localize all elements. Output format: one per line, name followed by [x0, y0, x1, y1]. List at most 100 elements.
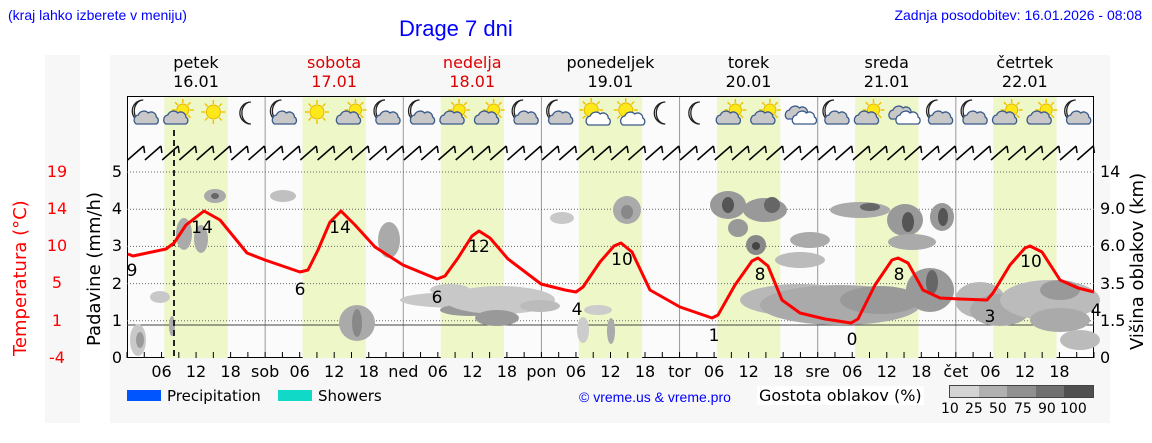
cloud-blob — [840, 286, 920, 314]
cloud-height-tick: 3.5 — [1100, 273, 1126, 293]
day-name: sreda — [864, 53, 909, 72]
precipitation-tick: 4 — [111, 199, 122, 219]
sun-cloud-icon — [163, 99, 194, 125]
cloud-density-title: Gostota oblakov (%) — [757, 386, 924, 405]
wind-barb — [714, 145, 732, 161]
wind-barb — [938, 145, 956, 161]
wind-barb — [973, 145, 991, 161]
wind-barb — [1059, 145, 1077, 161]
cloud-blob — [584, 305, 612, 315]
moon-cloud-icon — [407, 99, 436, 125]
x-tick-label: ned — [388, 362, 418, 381]
density-90-100 — [1064, 386, 1093, 397]
wind-barb — [178, 145, 196, 161]
day-label-1: sobota 17.01 — [265, 53, 403, 91]
temperature-value-label: 8 — [755, 265, 766, 285]
temperature-value-label: 4 — [572, 300, 583, 320]
cloud-height-tick: 14 — [1100, 162, 1121, 181]
wind-barb — [213, 145, 231, 161]
moon-cloud-icon — [269, 99, 298, 125]
day-date: 22.01 — [1001, 72, 1048, 91]
cloud-blob — [722, 197, 734, 213]
copyright-link[interactable]: © vreme.us & vreme.pro — [579, 389, 731, 405]
cloud-blob — [926, 270, 938, 294]
wind-barb — [351, 145, 369, 161]
cloud-blob — [1040, 280, 1080, 300]
temperature-labels: 9 14 6 14 6 12 4 10 1 8 0 8 3 10 4 — [127, 218, 1102, 350]
cloud-height-tick: 1.5 — [1100, 310, 1126, 330]
wind-barb — [386, 145, 404, 161]
day-name: sobota — [307, 53, 362, 72]
x-tick-label: 12 — [600, 362, 620, 381]
showers-legend-label: Showers — [318, 387, 382, 405]
cloud-blob — [194, 225, 208, 253]
day-name: torek — [727, 53, 770, 72]
wind-barb — [368, 145, 386, 161]
cloud-blob — [728, 219, 748, 237]
wind-barb — [748, 145, 766, 161]
cloud-blob — [830, 202, 890, 218]
weather-icons — [131, 98, 1092, 126]
cloud-blob — [1030, 308, 1090, 332]
day-date: 21.01 — [863, 72, 910, 91]
moon-cloud-icon — [960, 99, 988, 125]
wind-barb — [507, 145, 525, 161]
moon-cloud-icon — [926, 99, 954, 125]
wind-barb — [127, 145, 145, 161]
day-date: 16.01 — [173, 72, 219, 91]
cloud-height-tick: 9.0 — [1100, 199, 1126, 219]
daytime-band — [578, 97, 643, 358]
wind-barb — [1007, 145, 1025, 161]
temperature-value-label: 0 — [847, 330, 858, 350]
precipitation-tick: 3 — [111, 236, 122, 256]
location-hint: (kraj lahko izberete v meniju) — [8, 7, 187, 23]
wind-barb — [317, 145, 335, 161]
cloud-blob — [902, 212, 914, 232]
temperature-value-label: 10 — [611, 250, 633, 270]
day-date: 19.01 — [587, 72, 634, 91]
sun-cloud-icon — [991, 99, 1023, 125]
temperature-value-label: 3 — [985, 307, 996, 327]
wind-barb — [783, 145, 801, 161]
x-tick-label: 18 — [773, 362, 793, 381]
x-tick-label: 06 — [151, 362, 171, 381]
density-tick: 75 — [1014, 401, 1032, 417]
wind-barb — [299, 145, 317, 161]
density-50-75 — [1007, 386, 1036, 397]
wind-barb — [161, 145, 179, 161]
daytime-band — [716, 97, 781, 358]
temperature-tick: 10 — [46, 236, 68, 255]
cloud-blob — [520, 300, 560, 312]
x-tick-label: 12 — [1015, 362, 1035, 381]
temperature-value-label: 9 — [127, 261, 138, 281]
wind-barb — [679, 145, 697, 161]
x-tick-label: tor — [668, 362, 691, 381]
sun-cloud-icon — [1026, 99, 1058, 125]
day-label-4: torek 20.01 — [680, 53, 818, 91]
moon-cloud-icon — [1064, 99, 1092, 125]
x-tick-label: pon — [526, 362, 556, 381]
cloud-blob — [150, 291, 170, 303]
temperature-value-label: 12 — [468, 237, 490, 257]
cloud-blob — [352, 309, 362, 337]
x-tick-label: 18 — [497, 362, 517, 381]
wind-barb — [265, 145, 283, 161]
moon-icon — [653, 101, 666, 125]
x-tick-label: čet — [943, 362, 968, 381]
wind-barb — [437, 145, 455, 161]
cloud-height-axis-label: Višina oblakov (km) — [1127, 172, 1148, 350]
sun-cloud-icon — [335, 99, 367, 125]
precipitation-swatch — [127, 390, 161, 401]
day-date: 20.01 — [725, 72, 772, 91]
wind-barb — [869, 145, 887, 161]
wind-barb — [524, 145, 542, 161]
cloud-blob — [607, 318, 615, 344]
wind-barb — [886, 145, 904, 161]
wind-barb — [1042, 145, 1060, 161]
wind-barb — [955, 145, 973, 161]
wind-barb — [489, 145, 507, 161]
cloud-blob — [938, 208, 948, 226]
cloud-blob — [790, 232, 830, 248]
x-tick-label: sre — [805, 362, 829, 381]
